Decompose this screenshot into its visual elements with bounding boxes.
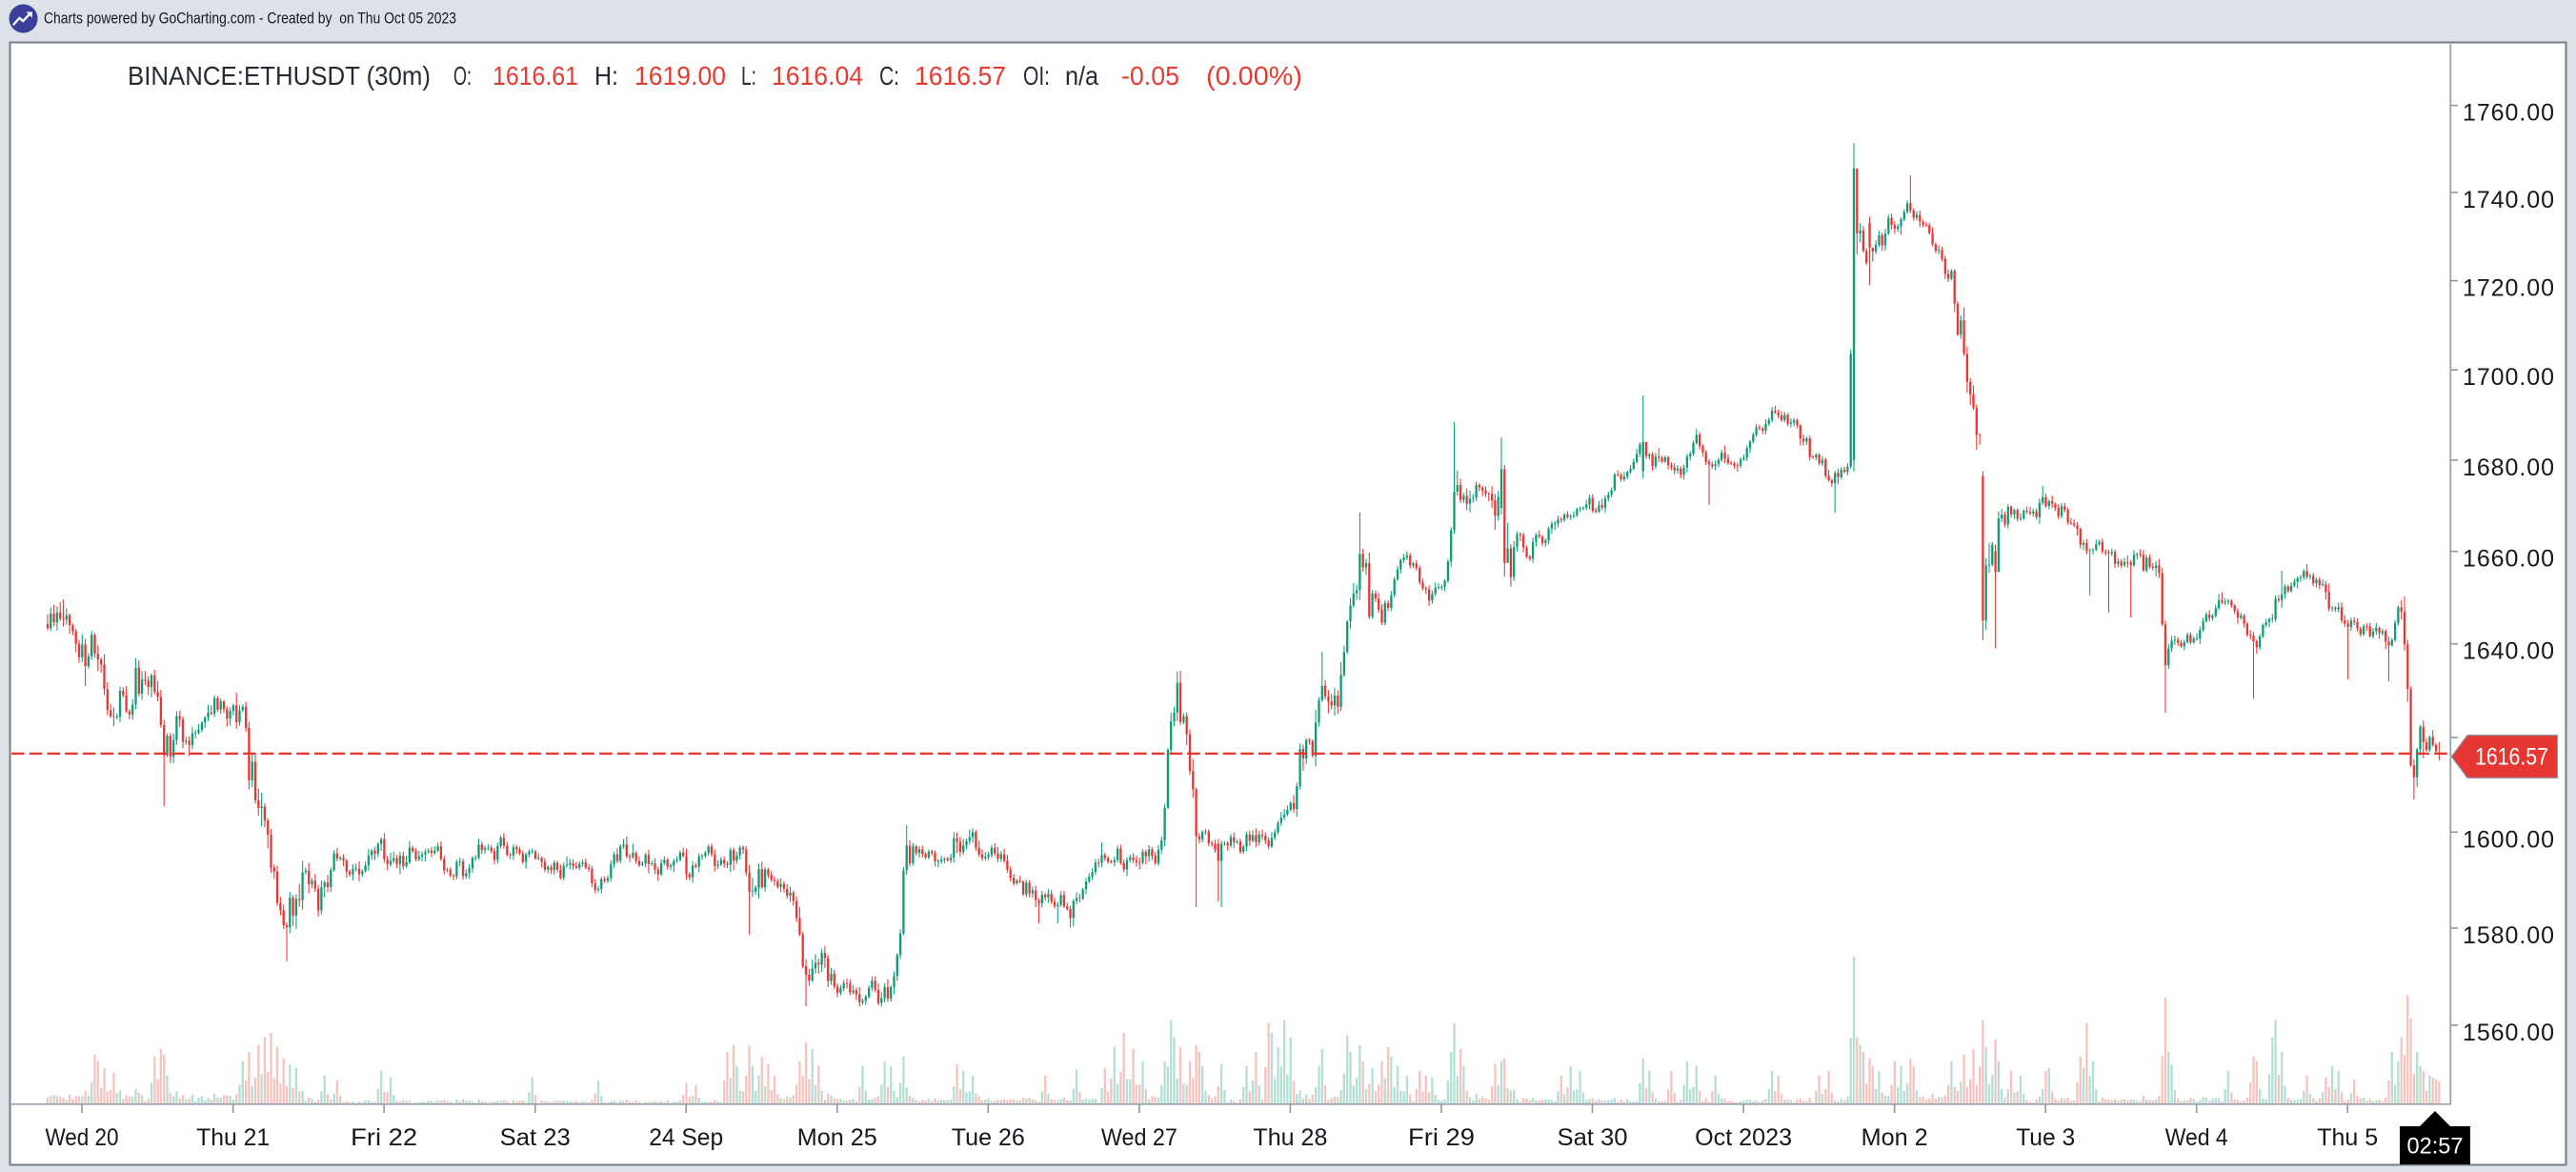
svg-text:Wed 4: Wed 4 [2165, 1124, 2228, 1151]
svg-text:1616.04: 1616.04 [772, 61, 863, 91]
svg-text:Tue 3: Tue 3 [2016, 1124, 2075, 1151]
svg-text:Wed 27: Wed 27 [1101, 1124, 1177, 1151]
svg-text:1619.00: 1619.00 [634, 61, 726, 91]
svg-text:Fri 29: Fri 29 [1408, 1124, 1475, 1151]
svg-text:Charts powered by GoCharting.c: Charts powered by GoCharting.com - Creat… [44, 10, 456, 28]
svg-text:1616.57: 1616.57 [915, 61, 1006, 91]
svg-text:1720.00: 1720.00 [2463, 275, 2554, 302]
svg-text:Thu 5: Thu 5 [2317, 1124, 2378, 1151]
svg-text:Thu 21: Thu 21 [196, 1124, 270, 1151]
svg-text:02:57: 02:57 [2407, 1134, 2464, 1160]
svg-text:1700.00: 1700.00 [2463, 364, 2554, 391]
svg-text:Sat 30: Sat 30 [1558, 1124, 1628, 1151]
svg-text:1616.61: 1616.61 [493, 61, 578, 91]
svg-text:1660.00: 1660.00 [2463, 546, 2554, 573]
svg-text:Fri 22: Fri 22 [351, 1124, 417, 1151]
svg-text:Mon 2: Mon 2 [1862, 1124, 1928, 1151]
svg-text:n/a: n/a [1065, 61, 1098, 91]
svg-text:Oct 2023: Oct 2023 [1695, 1124, 1792, 1151]
svg-text:1760.00: 1760.00 [2463, 100, 2554, 127]
svg-text:(0.00%): (0.00%) [1206, 61, 1302, 91]
svg-text:1740.00: 1740.00 [2463, 187, 2554, 213]
svg-text:OI:: OI: [1023, 61, 1050, 91]
svg-text:1560.00: 1560.00 [2463, 1020, 2554, 1046]
svg-text:H:: H: [594, 61, 618, 91]
svg-text:1680.00: 1680.00 [2463, 455, 2554, 481]
svg-text:1616.57: 1616.57 [2475, 744, 2548, 771]
svg-text:Tue 26: Tue 26 [952, 1124, 1025, 1151]
svg-text:1640.00: 1640.00 [2463, 638, 2554, 665]
svg-text:Wed 20: Wed 20 [46, 1124, 119, 1151]
svg-text:1600.00: 1600.00 [2463, 826, 2554, 853]
svg-text:Mon 25: Mon 25 [797, 1124, 877, 1151]
svg-text:L:: L: [741, 61, 756, 91]
svg-text:1580.00: 1580.00 [2463, 922, 2554, 949]
svg-text:Sat 23: Sat 23 [500, 1124, 571, 1151]
svg-text:BINANCE:ETHUSDT (30m): BINANCE:ETHUSDT (30m) [128, 61, 431, 91]
svg-text:O:: O: [453, 61, 472, 91]
svg-text:Thu 28: Thu 28 [1253, 1124, 1327, 1151]
svg-text:C:: C: [879, 61, 899, 91]
svg-text:24 Sep: 24 Sep [649, 1124, 723, 1151]
svg-text:-0.05: -0.05 [1121, 61, 1179, 91]
